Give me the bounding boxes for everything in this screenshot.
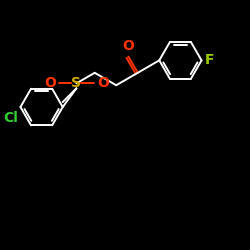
Text: F: F	[204, 53, 214, 67]
Text: O: O	[122, 39, 134, 53]
Text: Cl: Cl	[3, 111, 18, 125]
Text: S: S	[72, 76, 82, 90]
Text: O: O	[97, 76, 109, 90]
Text: O: O	[44, 76, 56, 90]
